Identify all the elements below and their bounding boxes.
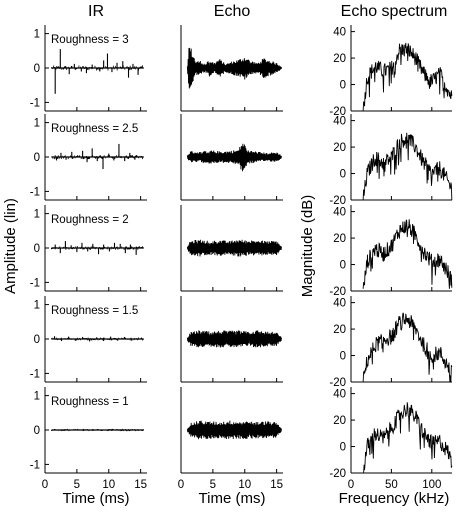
- ir-panel-y-tick-label: -1: [30, 459, 40, 471]
- spectrum-trace: [362, 312, 453, 383]
- ir-panel-y-tick-label: 1: [34, 300, 40, 312]
- ir-column-title: IR: [88, 3, 104, 20]
- ir-panel-y-tick-label: 0: [34, 63, 40, 75]
- ir-panel-y-tick-label: 0: [34, 334, 40, 346]
- spectrum-panel-y-tick-label: 40: [333, 27, 346, 39]
- echo-column-title: Echo: [214, 3, 251, 20]
- ir-panel-y-tick-label: -1: [30, 277, 40, 289]
- spectrum-panel-y-tick-label: -20: [329, 286, 346, 298]
- ir-fine-impulses: [50, 428, 144, 432]
- ir-fine-impulses: [50, 337, 144, 341]
- ir-fine-impulses: [50, 246, 144, 250]
- echo-waveform: [186, 143, 282, 172]
- spectrum-panel-y-tick-label: 20: [333, 53, 346, 65]
- spectrum-panel-y-tick-label: 0: [340, 169, 346, 181]
- ir-fine-impulses: [50, 65, 144, 71]
- ir-panel-x-tick-label: 15: [134, 479, 147, 491]
- spectrum-panel-y-tick-label: 20: [333, 415, 346, 427]
- ir-panel-x-tick-label: 10: [102, 479, 115, 491]
- roughness-label: Roughness = 3: [51, 34, 129, 46]
- ir-panel-x-tick-label: 0: [42, 479, 48, 491]
- spectrum-panel-y-tick-label: 0: [340, 80, 346, 92]
- roughness-label: Roughness = 1.5: [51, 305, 138, 317]
- ir-panel-y-tick-label: -1: [30, 97, 40, 109]
- ir-panel-y-tick-label: -1: [30, 368, 40, 380]
- ir-panel-y-tick-label: -1: [30, 186, 40, 198]
- ir-panel-y-tick-label: 1: [34, 29, 40, 41]
- spectrum-panel-y-tick-label: -20: [329, 377, 346, 389]
- titles-layer: IR Echo Echo spectrum Time (ms) Time (ms…: [2, 3, 449, 507]
- spectrum-panel-y-tick-label: 0: [340, 442, 346, 454]
- ir-panel-y-tick-label: 0: [34, 425, 40, 437]
- spectrum-trace: [362, 42, 453, 112]
- roughness-label: Roughness = 1: [51, 396, 129, 408]
- spectrum-y-axis-title: Magnitude (dB): [299, 195, 316, 298]
- echo-x-axis-title: Time (ms): [199, 490, 266, 507]
- ir-fine-impulses: [50, 154, 144, 160]
- echo-waveform: [186, 420, 282, 440]
- echo-panel-x-tick-label: 5: [210, 479, 216, 491]
- roughness-label: Roughness = 2.5: [51, 123, 138, 135]
- spectrum-panel-y-tick-label: 40: [333, 298, 346, 310]
- echo-waveform: [186, 47, 282, 89]
- spectrum-panel-x-tick-label: 50: [385, 479, 398, 491]
- spectrum-trace: [362, 132, 453, 201]
- ir-x-axis-title: Time (ms): [63, 490, 130, 507]
- spectrum-panel-y-tick-label: 0: [340, 351, 346, 363]
- spectrum-panel-y-tick-label: 0: [340, 260, 346, 272]
- spectrum-panel-y-tick-label: 40: [333, 116, 346, 128]
- ir-panel-y-tick-label: 0: [34, 152, 40, 164]
- echo-panel-x-tick-label: 0: [178, 479, 184, 491]
- spectrum-column-title: Echo spectrum: [341, 3, 448, 20]
- spectrum-panel-y-tick-label: -20: [329, 468, 346, 480]
- spectrum-trace: [362, 219, 453, 289]
- ir-panel-y-tick-label: 0: [34, 243, 40, 255]
- echo-panel-x-tick-label: 15: [270, 479, 283, 491]
- roughness-label: Roughness = 2: [51, 214, 129, 226]
- spectrum-panel-x-tick-label: 0: [348, 479, 354, 491]
- spectrum-x-axis-title: Frequency (kHz): [339, 490, 450, 507]
- spectrum-panel-x-tick-label: 100: [422, 479, 441, 491]
- spectrum-panel-y-tick-label: -20: [329, 195, 346, 207]
- spectrum-panel-y-tick-label: 20: [333, 233, 346, 245]
- spectrum-panel-y-tick-label: 40: [333, 207, 346, 219]
- spectrum-panel-y-tick-label: 20: [333, 324, 346, 336]
- spectrum-trace: [363, 402, 453, 474]
- echo-waveform: [186, 330, 282, 348]
- ir-y-axis-title: Amplitude (lin): [2, 198, 19, 294]
- ir-panel-x-tick-label: 5: [74, 479, 80, 491]
- ir-panel-y-tick-label: 1: [34, 391, 40, 403]
- echo-waveform: [186, 239, 282, 257]
- spectrum-panel-y-tick-label: -20: [329, 106, 346, 118]
- ir-panel-y-tick-label: 1: [34, 118, 40, 130]
- ir-panel-y-tick-label: 1: [34, 209, 40, 221]
- spectrum-panel-y-tick-label: 20: [333, 142, 346, 154]
- spectrum-panel-y-tick-label: 40: [333, 389, 346, 401]
- echo-panel-x-tick-label: 10: [238, 479, 251, 491]
